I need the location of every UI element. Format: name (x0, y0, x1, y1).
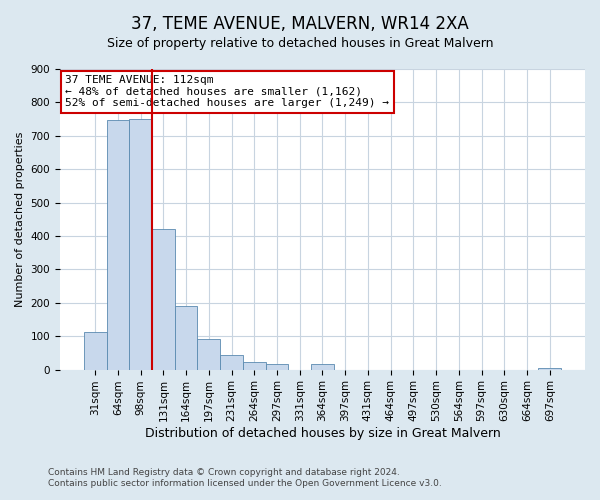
Y-axis label: Number of detached properties: Number of detached properties (15, 132, 25, 307)
Bar (197, 338, 220, 370)
Text: 37 TEME AVENUE: 112sqm
← 48% of detached houses are smaller (1,162)
52% of semi-: 37 TEME AVENUE: 112sqm ← 48% of detached… (65, 75, 389, 108)
Bar (129, 119, 152, 370)
Bar (107, 120, 129, 370)
Text: 37, TEME AVENUE, MALVERN, WR14 2XA: 37, TEME AVENUE, MALVERN, WR14 2XA (131, 15, 469, 33)
Bar (220, 354, 243, 370)
Bar (266, 364, 289, 370)
Bar (152, 230, 175, 370)
Bar (84, 332, 107, 370)
Bar (538, 368, 561, 370)
Text: Contains HM Land Registry data © Crown copyright and database right 2024.
Contai: Contains HM Land Registry data © Crown c… (48, 468, 442, 487)
Bar (311, 364, 334, 370)
Text: Size of property relative to detached houses in Great Malvern: Size of property relative to detached ho… (107, 38, 493, 51)
X-axis label: Distribution of detached houses by size in Great Malvern: Distribution of detached houses by size … (145, 427, 500, 440)
Bar (175, 306, 197, 370)
Bar (243, 362, 266, 370)
